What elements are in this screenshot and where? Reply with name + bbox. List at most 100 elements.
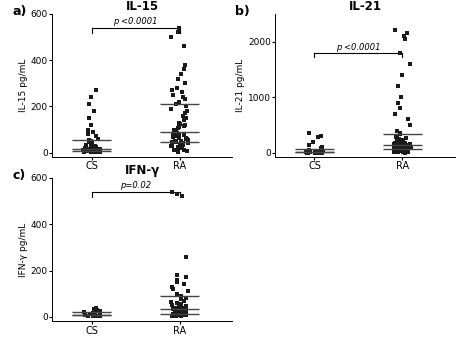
Point [89,149,96,154]
Point [91,148,99,154]
Point [91,313,99,318]
Point [182,275,190,280]
Point [87,147,95,153]
Point [305,131,312,136]
Point [88,148,95,154]
Point [406,144,414,149]
Point [178,312,186,317]
Point [390,145,398,150]
Point [169,286,177,292]
Point [88,139,95,144]
Point [167,143,174,149]
Point [167,34,175,40]
Point [83,148,91,153]
Point [168,140,175,145]
Point [399,72,406,78]
Point [178,310,186,315]
Point [168,299,175,304]
Point [396,50,404,55]
Point [184,137,191,143]
Point [403,135,410,141]
Point [317,149,325,155]
Point [318,145,326,150]
Point [82,145,89,151]
Point [87,149,94,155]
Point [397,146,405,152]
Point [96,313,103,319]
Point [182,307,190,313]
Point [175,120,182,125]
Point [92,314,100,319]
Point [178,194,186,199]
Point [392,134,400,140]
Point [175,312,182,318]
Point [89,129,97,134]
Point [182,311,189,316]
Point [396,146,403,152]
Point [177,297,184,302]
Point [393,133,401,139]
Point [406,141,413,147]
Point [182,309,190,315]
Point [85,131,92,137]
Point [175,135,183,141]
Point [402,147,410,152]
Point [182,136,190,142]
Point [87,94,95,100]
Point [317,133,324,139]
Point [313,150,321,155]
Point [396,132,403,137]
Point [174,146,182,152]
Point [390,148,398,154]
Point [95,148,103,153]
Point [95,146,103,151]
Point [92,134,100,139]
Point [400,149,407,155]
Point [175,132,183,137]
Point [174,76,182,81]
Point [170,92,177,97]
Point [393,139,401,144]
Point [90,306,98,312]
Point [401,141,409,146]
Point [176,304,184,310]
Point [88,141,95,146]
Point [390,147,398,153]
Point [95,147,103,153]
Point [168,106,175,111]
Point [390,142,398,148]
Point [183,136,191,142]
Point [173,300,180,306]
Y-axis label: IFN-γ pg/mL: IFN-γ pg/mL [19,223,28,277]
Point [81,149,88,154]
Point [173,291,181,297]
Point [180,94,187,100]
Point [391,149,398,155]
Point [181,97,189,102]
Point [395,142,402,147]
Point [179,312,187,317]
Point [84,148,92,153]
Point [172,310,179,315]
Point [88,145,96,150]
Point [86,148,93,154]
Point [173,277,181,282]
Point [85,115,93,121]
Point [91,143,99,149]
Point [182,313,190,318]
Point [177,311,185,316]
Point [86,140,93,145]
Point [80,148,88,154]
Point [171,313,179,319]
Point [180,298,188,303]
Point [173,129,180,134]
Point [177,313,185,318]
Point [175,133,182,139]
Point [171,138,179,143]
Point [401,143,408,148]
Point [181,110,189,116]
Point [319,148,327,154]
Point [404,150,411,155]
Point [170,311,177,317]
Point [80,147,87,153]
